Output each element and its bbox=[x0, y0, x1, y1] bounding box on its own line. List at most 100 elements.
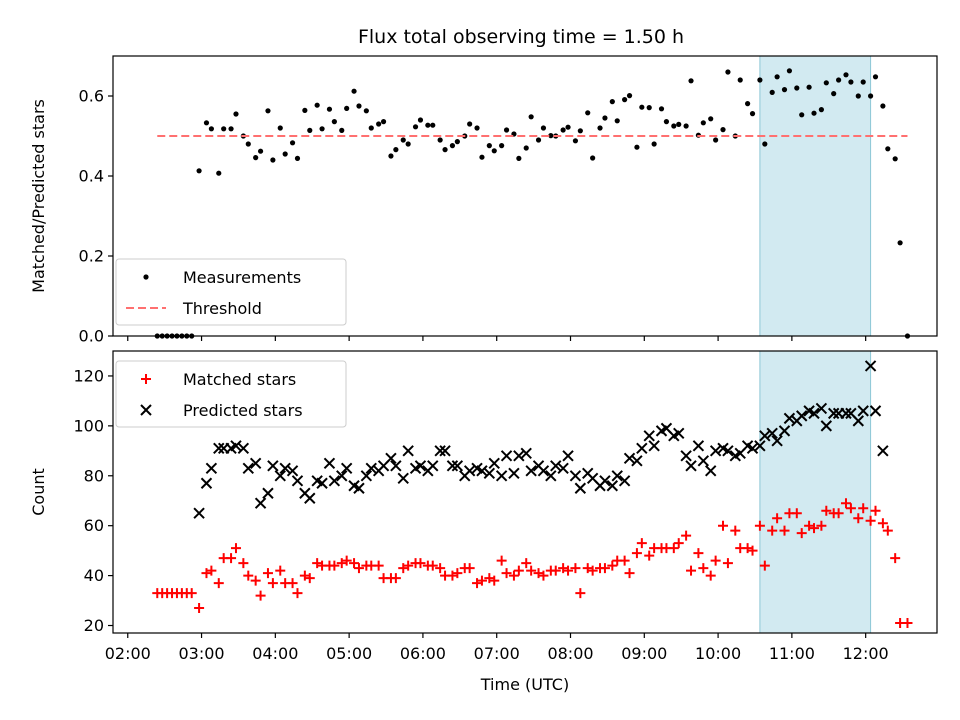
measurement-point bbox=[393, 147, 399, 153]
matched-star-point bbox=[329, 560, 340, 571]
measurement-point bbox=[302, 107, 308, 113]
measurement-point bbox=[872, 74, 879, 80]
measurement-point bbox=[331, 119, 337, 125]
matched-star-point bbox=[452, 568, 463, 579]
legend-box bbox=[115, 360, 347, 428]
predicted-star-point bbox=[414, 460, 427, 472]
matched-star-point bbox=[698, 563, 709, 574]
predicted-star-point bbox=[193, 507, 205, 519]
predicted-star-point bbox=[328, 475, 341, 487]
matched-star-point bbox=[759, 560, 770, 571]
matched-star-point bbox=[599, 563, 610, 574]
predicted-star-point bbox=[852, 415, 864, 427]
matched-star-point bbox=[791, 508, 802, 519]
measurement-point bbox=[535, 137, 542, 143]
matched-star-point bbox=[563, 565, 574, 576]
matched-star-point bbox=[705, 570, 716, 581]
predicted-star-point bbox=[508, 467, 520, 479]
measurement-point bbox=[781, 87, 788, 93]
matched-star-point bbox=[538, 570, 549, 581]
measurement-point bbox=[339, 127, 345, 133]
predicted-star-point bbox=[254, 497, 267, 509]
measurement-point bbox=[388, 153, 394, 159]
matched-star-point bbox=[809, 523, 820, 534]
matched-star-point bbox=[287, 578, 298, 589]
matched-star-point bbox=[767, 525, 778, 536]
predicted-star-point bbox=[877, 445, 889, 457]
predicted-star-point bbox=[525, 465, 537, 477]
x-tick-label: 06:00 bbox=[400, 644, 446, 663]
matched-star-point bbox=[292, 588, 303, 599]
predicted-star-point bbox=[754, 440, 766, 452]
highlight-span bbox=[759, 55, 872, 337]
matched-star-point bbox=[476, 575, 487, 586]
predicted-star-point bbox=[513, 450, 525, 462]
measurement-point bbox=[676, 121, 682, 127]
x-tick-label: 10:00 bbox=[695, 644, 741, 663]
predicted-star-point bbox=[316, 477, 328, 489]
matched-star-point bbox=[238, 558, 249, 569]
measurement-point bbox=[671, 123, 677, 129]
matched-star-point bbox=[501, 568, 512, 579]
measurement-point bbox=[412, 124, 419, 130]
matched-star-point bbox=[821, 505, 832, 516]
measurement-point bbox=[590, 155, 596, 161]
predicted-star-point bbox=[242, 462, 254, 474]
measurement-point bbox=[860, 79, 866, 85]
measurement-point bbox=[848, 79, 854, 85]
measurement-point bbox=[270, 157, 276, 163]
predicted-star-point bbox=[365, 462, 377, 474]
predicted-star-point bbox=[397, 472, 409, 484]
legend-predicted-swatch bbox=[140, 404, 152, 416]
predicted-star-point bbox=[673, 427, 685, 440]
measurement-point bbox=[233, 111, 239, 117]
x-tick-label: 11:00 bbox=[769, 644, 815, 663]
predicted-star-point bbox=[230, 440, 242, 452]
x-tick-label: 02:00 bbox=[105, 644, 151, 663]
matched-star-point bbox=[213, 578, 224, 589]
predicted-star-point bbox=[746, 442, 759, 455]
measurement-point bbox=[892, 156, 898, 162]
y-tick-label: 60 bbox=[84, 516, 104, 535]
matched-star-point bbox=[673, 538, 684, 549]
matched-star-point bbox=[508, 570, 519, 581]
legend-label: Matched stars bbox=[183, 370, 296, 389]
predicted-star-point bbox=[483, 467, 496, 479]
matched-star-point bbox=[194, 603, 205, 614]
matched-star-point bbox=[496, 555, 507, 566]
matched-star-point bbox=[262, 568, 273, 579]
predicted-star-point bbox=[446, 460, 459, 472]
measurement-point bbox=[503, 127, 510, 133]
predicted-star-point bbox=[385, 452, 397, 465]
matched-star-point bbox=[710, 555, 721, 566]
predicted-star-point bbox=[360, 470, 373, 482]
measurement-point bbox=[823, 80, 829, 86]
measurement-point bbox=[708, 116, 714, 122]
matched-star-point bbox=[575, 588, 586, 599]
predicted-star-point bbox=[557, 462, 569, 474]
measurement-point bbox=[572, 138, 579, 144]
predicted-star-point bbox=[488, 457, 500, 470]
matched-star-point bbox=[521, 558, 532, 569]
matched-star-point bbox=[902, 618, 913, 629]
matched-star-point bbox=[267, 578, 278, 589]
predicted-star-point bbox=[304, 492, 316, 504]
predicted-star-point bbox=[463, 465, 476, 477]
series-matched-stars bbox=[152, 498, 913, 629]
predicted-star-point bbox=[643, 430, 655, 442]
y-tick-label: 80 bbox=[84, 466, 104, 485]
measurement-point bbox=[319, 126, 325, 132]
measurement-point bbox=[725, 69, 731, 75]
y-tick-label: 100 bbox=[73, 416, 104, 435]
predicted-star-point bbox=[606, 480, 619, 492]
matched-star-point bbox=[607, 560, 618, 571]
measurement-point bbox=[474, 125, 480, 131]
measurement-point bbox=[658, 106, 665, 112]
measurement-point bbox=[257, 148, 264, 154]
legend-label: Threshold bbox=[182, 299, 262, 318]
matched-star-point bbox=[779, 525, 790, 536]
measurement-point bbox=[454, 139, 460, 145]
y-tick-label: 0.2 bbox=[79, 247, 104, 266]
predicted-star-point bbox=[840, 407, 852, 420]
matched-star-point bbox=[722, 558, 733, 569]
